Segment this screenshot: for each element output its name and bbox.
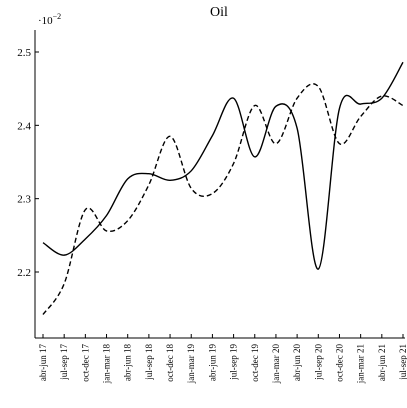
x-tick-label: abr-jun 18 [123,344,133,382]
line-series [42,83,404,315]
x-tick-label: oct-dec 19 [250,344,260,382]
x-tick-label: oct-dec 18 [165,344,175,382]
x-tick-label: abr-jun 20 [292,344,302,382]
y-tick-label: 2.5 [17,47,31,59]
x-tick-label: jan-mar 21 [356,344,366,384]
x-tick-label: jul-sep 19 [229,344,239,381]
x-tick-label: jul-sep 21 [398,344,407,381]
chart-title: Oil [210,5,228,20]
x-tick-label: jan-mar 19 [186,344,196,385]
y-tick-label: 2.2 [17,267,31,279]
x-tick-label: abr-jun 19 [207,344,217,382]
x-tick-label: abr-jun 17 [38,344,48,382]
x-tick-label: abr-jun 21 [377,344,387,381]
line-series [42,61,404,270]
y-tick-label: 2.3 [17,194,31,206]
y-tick-label: 2.4 [17,120,31,132]
x-tick-label: jan-mar 18 [102,344,112,385]
x-tick-label: oct-dec 20 [334,344,344,382]
x-tick-label: oct-dec 17 [80,344,90,382]
y-scale-label: ·10−2 [38,12,61,27]
x-tick-label: jul-sep 20 [313,344,323,381]
x-tick-label: jul-sep 17 [59,344,69,381]
x-tick-label: jan-mar 20 [271,344,281,385]
y-scale-exponent: −2 [53,12,62,21]
x-tick-label: jul-sep 18 [144,344,154,381]
y-scale-base: ·10 [38,15,53,27]
